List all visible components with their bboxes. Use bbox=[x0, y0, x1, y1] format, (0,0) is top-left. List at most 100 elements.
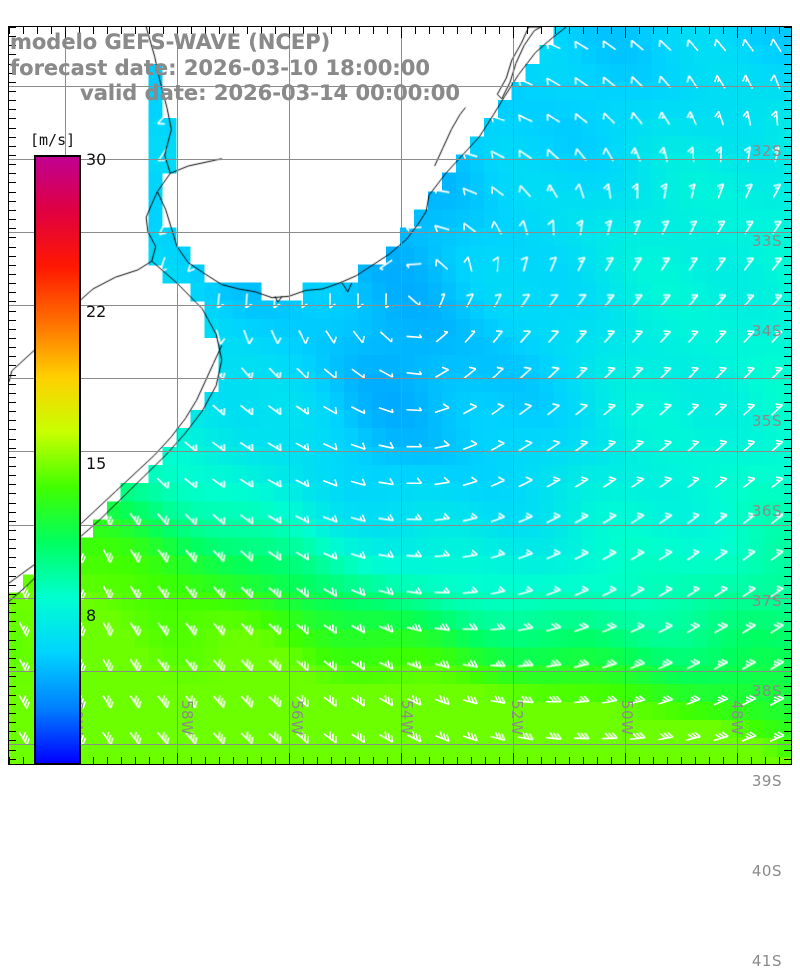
tick-bottom bbox=[639, 757, 640, 764]
tick-left bbox=[9, 228, 16, 229]
tick-right bbox=[784, 484, 791, 485]
tick-top bbox=[569, 27, 570, 34]
tick-bottom bbox=[261, 757, 262, 764]
tick-right bbox=[784, 594, 791, 595]
tick-bottom bbox=[457, 757, 458, 764]
tick-top bbox=[779, 27, 780, 34]
tick-left bbox=[9, 731, 16, 732]
tick-bottom bbox=[611, 757, 612, 764]
tick-bottom bbox=[415, 757, 416, 764]
gridline-horizontal bbox=[9, 451, 791, 452]
tick-bottom bbox=[723, 757, 724, 764]
tick-top bbox=[275, 27, 276, 34]
tick-left bbox=[9, 301, 16, 302]
tick-right bbox=[784, 731, 791, 732]
colorbar-tick-15: 15 bbox=[86, 454, 107, 473]
tick-left bbox=[9, 338, 16, 339]
tick-top bbox=[695, 27, 696, 34]
gridline-horizontal bbox=[9, 671, 791, 672]
tick-right bbox=[784, 356, 791, 357]
tick-bottom bbox=[555, 757, 556, 764]
tick-top bbox=[653, 27, 654, 34]
gridline-horizontal bbox=[9, 86, 791, 87]
tick-bottom bbox=[149, 757, 150, 764]
tick-bottom bbox=[485, 757, 486, 764]
tick-right bbox=[784, 73, 791, 74]
tick-bottom bbox=[219, 757, 220, 764]
tick-left bbox=[9, 649, 16, 650]
tick-top bbox=[149, 27, 150, 34]
tick-top bbox=[499, 27, 500, 34]
tick-bottom bbox=[695, 757, 696, 764]
lat-label-34S: 34S bbox=[751, 322, 782, 340]
tick-left bbox=[9, 740, 16, 741]
tick-top bbox=[527, 27, 528, 34]
tick-left bbox=[9, 493, 16, 494]
tick-right bbox=[784, 539, 791, 540]
tick-bottom bbox=[23, 757, 24, 764]
tick-left bbox=[9, 192, 16, 193]
tick-right bbox=[784, 118, 791, 119]
tick-left bbox=[9, 274, 16, 275]
tick-right bbox=[784, 521, 791, 522]
map-plot-area[interactable] bbox=[8, 26, 792, 765]
gridline-horizontal bbox=[9, 744, 791, 745]
tick-right bbox=[784, 667, 791, 668]
gridline-vertical bbox=[289, 27, 290, 764]
tick-top bbox=[191, 27, 192, 34]
tick-top bbox=[681, 27, 682, 34]
gridline-horizontal bbox=[9, 378, 791, 379]
tick-right bbox=[784, 713, 791, 714]
tick-left bbox=[9, 64, 16, 65]
tick-left bbox=[9, 420, 16, 421]
tick-bottom bbox=[275, 757, 276, 764]
tick-top bbox=[65, 27, 66, 38]
tick-bottom bbox=[625, 753, 626, 764]
tick-right bbox=[784, 274, 791, 275]
lat-label-38S: 38S bbox=[751, 682, 782, 700]
tick-left bbox=[9, 182, 16, 183]
gridline-horizontal bbox=[9, 305, 791, 306]
tick-bottom bbox=[443, 757, 444, 764]
tick-right bbox=[784, 347, 791, 348]
tick-left bbox=[9, 137, 16, 138]
tick-bottom bbox=[373, 757, 374, 764]
colorbar[interactable] bbox=[34, 155, 81, 765]
title-forecast-date-line: forecast date: 2026-03-10 18:00:00 bbox=[10, 55, 430, 80]
tick-bottom bbox=[289, 753, 290, 764]
tick-bottom bbox=[191, 757, 192, 764]
tick-right bbox=[784, 45, 791, 46]
lon-label-52W: 52W bbox=[508, 700, 526, 736]
tick-left bbox=[9, 557, 16, 558]
tick-bottom bbox=[765, 757, 766, 764]
tick-top bbox=[639, 27, 640, 34]
tick-left bbox=[9, 82, 16, 83]
lat-label-39S: 39S bbox=[751, 772, 782, 790]
tick-right bbox=[784, 201, 791, 202]
tick-top bbox=[79, 27, 80, 34]
tick-left bbox=[9, 411, 16, 412]
tick-bottom bbox=[667, 757, 668, 764]
tick-left bbox=[9, 393, 16, 394]
tick-right bbox=[784, 228, 791, 229]
tick-bottom bbox=[121, 757, 122, 764]
tick-top bbox=[401, 27, 402, 38]
tick-top bbox=[415, 27, 416, 34]
tick-right bbox=[784, 82, 791, 83]
gridline-vertical bbox=[625, 27, 626, 764]
tick-right bbox=[784, 457, 791, 458]
tick-top bbox=[177, 27, 178, 38]
tick-right bbox=[784, 36, 791, 37]
tick-left bbox=[9, 283, 16, 284]
tick-left bbox=[9, 530, 16, 531]
gridline-horizontal bbox=[9, 525, 791, 526]
tick-left bbox=[9, 567, 16, 568]
tick-right bbox=[784, 658, 791, 659]
tick-left bbox=[9, 713, 16, 714]
tick-bottom bbox=[737, 753, 738, 764]
tick-bottom bbox=[499, 757, 500, 764]
tick-right bbox=[784, 329, 791, 330]
tick-right bbox=[784, 493, 791, 494]
tick-bottom bbox=[247, 757, 248, 764]
tick-top bbox=[331, 27, 332, 34]
